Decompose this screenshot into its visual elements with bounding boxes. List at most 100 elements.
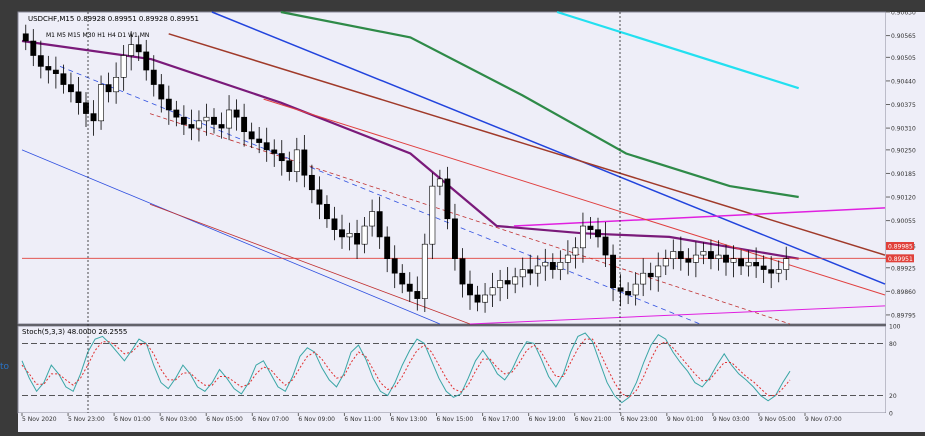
price-tick-label: 0.90120 xyxy=(891,195,916,202)
candle-body xyxy=(158,84,165,100)
candle-body xyxy=(436,178,443,187)
candle-body xyxy=(692,254,699,263)
candle-body xyxy=(143,51,150,71)
candle-body xyxy=(632,283,639,296)
candle-body xyxy=(557,262,564,270)
price-tag xyxy=(886,242,914,250)
candle-body xyxy=(406,283,413,292)
candle-body xyxy=(180,116,187,125)
candle-body xyxy=(602,236,609,256)
price-axis-bg xyxy=(886,12,925,413)
price-tick-label: 0.90310 xyxy=(891,126,916,133)
stoch-tick-label: 80 xyxy=(889,341,897,348)
candle-body xyxy=(384,236,391,259)
stoch-tick-label: 100 xyxy=(889,324,901,331)
candle-body xyxy=(241,116,248,133)
candle-body xyxy=(248,131,255,140)
price-tick-label: 0.90375 xyxy=(891,102,916,109)
candle-body xyxy=(188,124,195,129)
price-tag-label: 0.89985 xyxy=(888,244,913,251)
candle-body xyxy=(768,269,775,274)
candle-body xyxy=(354,233,360,245)
candle-body xyxy=(760,265,767,270)
candle-body xyxy=(504,280,511,285)
candle-body xyxy=(610,254,616,289)
price-tick-label: 0.90630 xyxy=(891,10,916,17)
stoch-tick-label: 0 xyxy=(889,411,893,418)
time-tick-label: 6 Nov 05:00 xyxy=(206,416,243,423)
candle-body xyxy=(37,55,44,67)
candle-body xyxy=(263,142,270,151)
price-tick-label: 0.90440 xyxy=(891,78,916,85)
price-tick-label: 0.89860 xyxy=(891,289,916,296)
stoch-panel[interactable] xyxy=(17,325,887,414)
red-trendline xyxy=(263,98,886,296)
time-tick-label: 6 Nov 11:00 xyxy=(344,416,381,423)
time-tick-label: 6 Nov 01:00 xyxy=(114,416,151,423)
channel-line xyxy=(59,66,701,325)
candle-body xyxy=(482,294,488,303)
candle-body xyxy=(542,262,549,267)
purple-moving-average xyxy=(21,39,799,260)
time-tick-label: 9 Nov 03:00 xyxy=(713,416,750,423)
time-tick-label: 6 Nov 15:00 xyxy=(437,416,474,423)
candle-body xyxy=(512,276,519,285)
time-tick-label: 6 Nov 03:00 xyxy=(160,416,197,423)
candle-body xyxy=(474,294,481,303)
stoch-tick-label: 20 xyxy=(889,393,897,400)
time-tick-label: 6 Nov 13:00 xyxy=(390,416,427,423)
price-tick-label: 0.90505 xyxy=(891,55,916,62)
price-tick-label: 0.90250 xyxy=(891,147,916,154)
channel-line xyxy=(21,149,441,325)
candle-body xyxy=(308,174,315,191)
candle-body xyxy=(68,84,74,93)
candle-body xyxy=(75,91,82,103)
candle-body xyxy=(534,265,541,274)
price-tick-label: 0.90055 xyxy=(891,218,916,225)
candle-body xyxy=(83,102,89,114)
candle-body xyxy=(150,69,157,85)
candle-body xyxy=(572,247,579,256)
price-tag-label: 0.89951 xyxy=(888,256,913,263)
axes-layer: 0.90630 0.90565 0.90505 0.90440 0.90375 0.903… xyxy=(21,10,916,423)
candle-body xyxy=(399,272,406,285)
candle-body xyxy=(346,233,353,238)
candle-body xyxy=(459,258,466,285)
candle-body xyxy=(128,44,135,56)
candle-body xyxy=(60,73,67,85)
time-tick-label: 6 Nov 19:00 xyxy=(529,416,566,423)
time-axis-bg xyxy=(18,413,925,432)
candle-body xyxy=(120,55,127,78)
candle-body xyxy=(218,124,225,129)
time-tick-label: 6 Nov 07:00 xyxy=(252,416,289,423)
side-text: to xyxy=(0,362,10,372)
candle-body xyxy=(98,84,104,122)
candle-body xyxy=(700,251,707,256)
price-tick-label: 0.90185 xyxy=(891,171,916,178)
candle-body xyxy=(685,258,692,263)
candle-body xyxy=(625,291,632,296)
candle-body xyxy=(324,203,330,220)
candle-body xyxy=(753,262,760,267)
candle-body xyxy=(369,211,376,227)
candle-body xyxy=(203,116,210,122)
candle-body xyxy=(339,229,345,238)
time-tick-label: 9 Nov 05:00 xyxy=(759,416,796,423)
candle-body xyxy=(617,287,624,292)
candle-body xyxy=(677,251,684,259)
candle-body xyxy=(361,225,368,245)
candle-body xyxy=(587,225,594,230)
timeframe-bar[interactable]: M1 M5 M15 M30 H1 H4 D1 W1 MN xyxy=(46,32,149,39)
candle-body xyxy=(662,258,669,267)
candle-body xyxy=(467,283,473,296)
candle-body xyxy=(723,254,729,263)
candle-body xyxy=(414,291,421,299)
time-tick-label: 6 Nov 09:00 xyxy=(298,416,335,423)
candle-body xyxy=(708,251,714,259)
candle-body xyxy=(775,269,782,274)
candle-body xyxy=(376,211,383,238)
candle-body xyxy=(444,178,451,220)
candle-body xyxy=(226,109,232,129)
candle-body xyxy=(30,40,37,56)
